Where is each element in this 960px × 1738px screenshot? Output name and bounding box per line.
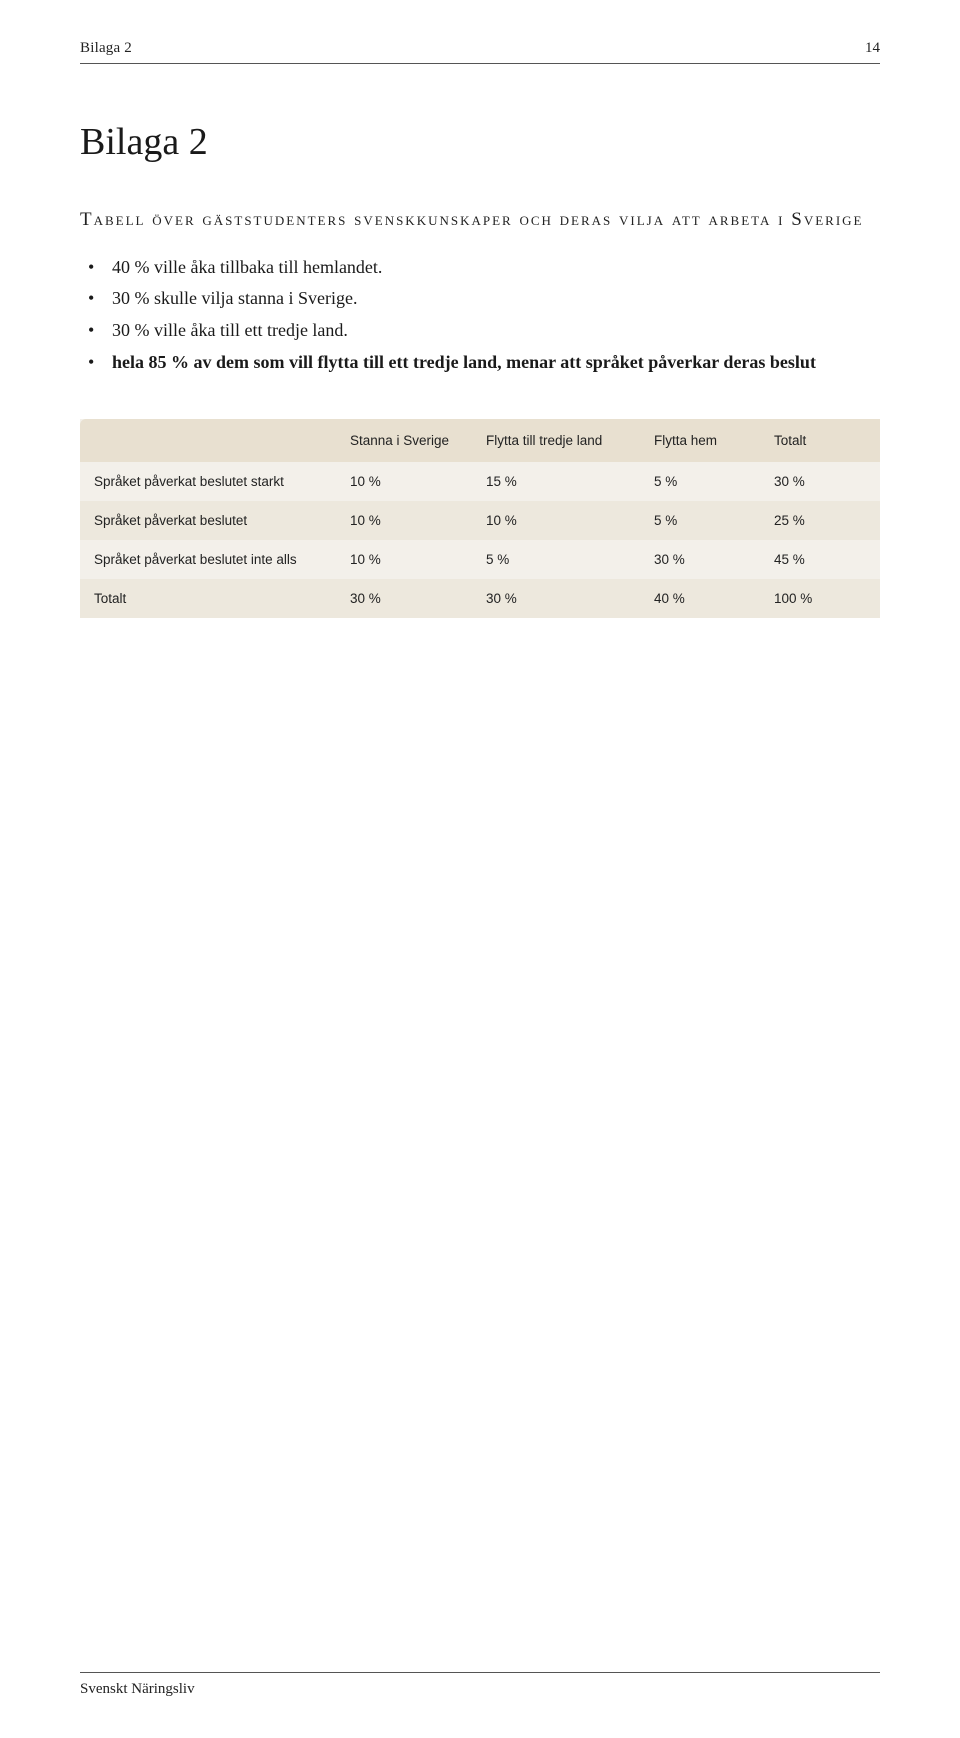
table-cell: 10 % <box>336 540 472 579</box>
table-header-cell: Stanna i Sverige <box>336 419 472 462</box>
table-cell: 10 % <box>472 501 640 540</box>
bullet-item: 40 % ville åka tillbaka till hemlandet. <box>88 254 880 282</box>
table-row-label: Språket påverkat beslutet inte alls <box>80 540 336 579</box>
running-head-left: Bilaga 2 <box>80 40 132 57</box>
bullet-text: 30 % skulle vilja stanna i Sverige. <box>112 288 357 308</box>
table-header-cell <box>80 419 336 462</box>
running-head-page-number: 14 <box>865 40 880 57</box>
bullet-list: 40 % ville åka tillbaka till hemlandet. … <box>88 254 880 378</box>
footer-rule <box>80 1672 880 1673</box>
footer-org: Svenskt Näringsliv <box>80 1681 880 1698</box>
table-row-label: Totalt <box>80 579 336 618</box>
table-cell: 40 % <box>640 579 760 618</box>
table-row: Totalt 30 % 30 % 40 % 100 % <box>80 579 880 618</box>
table-row: Språket påverkat beslutet inte alls 10 %… <box>80 540 880 579</box>
table-header-cell: Totalt <box>760 419 880 462</box>
table-cell: 30 % <box>336 579 472 618</box>
header-rule <box>80 63 880 64</box>
bullet-item: 30 % skulle vilja stanna i Sverige. <box>88 285 880 313</box>
table-row: Språket påverkat beslutet 10 % 10 % 5 % … <box>80 501 880 540</box>
page-title: Bilaga 2 <box>80 120 880 164</box>
table-cell: 100 % <box>760 579 880 618</box>
bullet-item: hela 85 % av dem som vill flytta till et… <box>88 349 880 377</box>
table-cell: 10 % <box>336 501 472 540</box>
table-cell: 15 % <box>472 462 640 501</box>
bullet-text: 40 % ville åka tillbaka till hemlandet. <box>112 257 382 277</box>
table-cell: 45 % <box>760 540 880 579</box>
data-table: Stanna i Sverige Flytta till tredje land… <box>80 419 880 618</box>
table-cell: 30 % <box>472 579 640 618</box>
page-footer: Svenskt Näringsliv <box>80 1672 880 1698</box>
table-row-label: Språket påverkat beslutet <box>80 501 336 540</box>
table-cell: 5 % <box>472 540 640 579</box>
section-title: Tabell över gäststudenters svenskkunskap… <box>80 206 880 234</box>
running-head: Bilaga 2 14 <box>80 40 880 57</box>
bullet-text: hela 85 % av dem som vill flytta till et… <box>112 352 816 372</box>
bullet-text: 30 % ville åka till ett tredje land. <box>112 320 348 340</box>
table-cell: 30 % <box>760 462 880 501</box>
table-cell: 5 % <box>640 501 760 540</box>
bullet-item: 30 % ville åka till ett tredje land. <box>88 317 880 345</box>
data-table-wrap: Stanna i Sverige Flytta till tredje land… <box>80 419 880 618</box>
table-cell: 30 % <box>640 540 760 579</box>
table-header-row: Stanna i Sverige Flytta till tredje land… <box>80 419 880 462</box>
table-cell: 10 % <box>336 462 472 501</box>
table-header-cell: Flytta hem <box>640 419 760 462</box>
table-row-label: Språket påverkat beslutet starkt <box>80 462 336 501</box>
table-cell: 5 % <box>640 462 760 501</box>
table-header-cell: Flytta till tredje land <box>472 419 640 462</box>
page: Bilaga 2 14 Bilaga 2 Tabell över gäststu… <box>0 0 960 1738</box>
table-cell: 25 % <box>760 501 880 540</box>
table-row: Språket påverkat beslutet starkt 10 % 15… <box>80 462 880 501</box>
